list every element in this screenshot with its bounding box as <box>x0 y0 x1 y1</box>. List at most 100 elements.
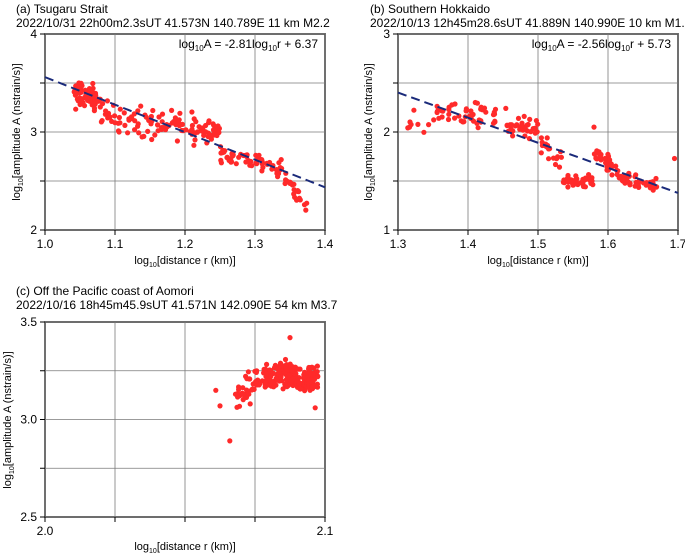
data-point <box>314 363 320 369</box>
data-point <box>159 111 166 117</box>
data-point <box>149 136 155 143</box>
panel-a-title: (a) Tsugaru Strait <box>16 2 108 16</box>
data-point <box>267 159 273 166</box>
panel-b: (b) Southern Hokkaido 2022/10/13 12h45m2… <box>363 2 685 269</box>
data-point <box>256 152 262 158</box>
data-point <box>565 184 571 190</box>
data-point <box>171 119 177 125</box>
data-point <box>210 121 216 127</box>
data-point <box>112 113 118 119</box>
data-point <box>446 104 452 110</box>
data-point <box>152 132 158 138</box>
data-point <box>103 108 109 114</box>
data-point <box>247 376 253 382</box>
x-tick-label: 1.3 <box>247 237 264 251</box>
panel-a-fit-equation: log10A = -2.81log10r + 6.37 <box>179 37 319 53</box>
data-point <box>439 114 445 120</box>
data-point <box>463 108 469 114</box>
data-point <box>221 149 227 155</box>
data-point <box>122 122 128 128</box>
data-point <box>470 111 476 118</box>
data-point <box>301 202 308 208</box>
panel-c-ticks: 2.0 2.1 2.5 3.0 3.5 <box>20 315 333 538</box>
y-tick-label: 3 <box>383 27 390 41</box>
data-point <box>535 121 541 127</box>
data-point <box>636 184 642 190</box>
y-tick-label: 3.5 <box>20 315 37 329</box>
data-point <box>177 110 183 116</box>
x-tick-label: 1.6 <box>600 237 617 251</box>
panel-b-xlabel: log10[distance r (km)] <box>487 255 588 269</box>
data-point <box>213 387 219 393</box>
data-point <box>524 122 530 128</box>
panel-c-ylabel: log10[amplitude A (nstrain/s)] <box>2 351 16 488</box>
data-point <box>594 150 601 156</box>
data-point <box>235 394 241 400</box>
panel-c-subtitle: 2022/10/16 18h45m45.9sUT 41.571N 142.090… <box>16 298 338 312</box>
panel-c: (c) Off the Pacific coast of Aomori 2022… <box>2 284 338 555</box>
data-point <box>251 386 257 392</box>
data-point <box>121 110 127 116</box>
data-point <box>282 356 289 363</box>
data-point <box>406 124 413 130</box>
data-point <box>191 142 197 148</box>
data-point <box>256 382 262 388</box>
data-point <box>312 405 318 411</box>
panel-a: (a) Tsugaru Strait 2022/10/31 22h00m2.3s… <box>11 2 334 269</box>
data-point <box>509 133 516 139</box>
data-point <box>104 98 110 104</box>
panel-b-title: (b) Southern Hokkaido <box>370 2 490 16</box>
data-point <box>605 151 611 157</box>
data-point <box>415 121 421 127</box>
data-point <box>460 119 466 125</box>
data-point <box>490 120 497 126</box>
data-point <box>274 170 280 176</box>
data-point <box>514 122 520 128</box>
panel-b-fit-equation: log10A = -2.56log10r + 5.73 <box>532 37 672 53</box>
y-tick-label: 2 <box>30 223 37 237</box>
data-point <box>92 98 98 104</box>
data-point <box>568 179 574 185</box>
data-point <box>192 137 198 143</box>
data-point <box>224 155 230 161</box>
data-point <box>141 133 147 139</box>
x-tick-label: 2.0 <box>37 524 54 538</box>
panel-b-plot: 1.3 1.4 1.5 1.6 1.7 1 2 3 log10A = -2.56log10r … <box>383 27 685 251</box>
fit-line <box>397 91 679 194</box>
data-point <box>138 103 144 109</box>
data-point <box>591 124 597 130</box>
data-point <box>292 365 298 372</box>
data-point <box>291 181 297 187</box>
panel-b-grid <box>397 33 679 231</box>
data-point <box>431 117 437 123</box>
data-point <box>284 376 290 383</box>
data-point <box>247 401 253 407</box>
data-point <box>290 376 296 382</box>
data-point <box>267 368 273 374</box>
data-point <box>474 100 480 106</box>
data-point <box>230 152 236 158</box>
data-point <box>271 384 277 390</box>
data-point <box>483 109 489 115</box>
data-point <box>98 119 104 125</box>
data-point <box>314 369 320 375</box>
data-point <box>193 119 199 125</box>
data-point <box>556 164 563 170</box>
data-point <box>504 122 510 128</box>
data-point <box>521 113 527 119</box>
data-point <box>254 161 260 167</box>
data-point <box>452 101 458 107</box>
data-point <box>116 114 122 121</box>
data-point <box>175 120 181 126</box>
data-point <box>452 115 458 121</box>
data-point <box>307 365 314 371</box>
data-point <box>236 386 242 393</box>
data-point <box>552 161 559 168</box>
panel-b-subtitle: 2022/10/13 12h45m28.6sUT 41.889N 140.990… <box>370 16 685 30</box>
data-point <box>112 120 118 126</box>
data-point <box>107 114 113 120</box>
data-point <box>313 382 319 388</box>
data-point <box>259 168 265 174</box>
data-point <box>249 163 255 169</box>
data-point <box>586 172 592 178</box>
